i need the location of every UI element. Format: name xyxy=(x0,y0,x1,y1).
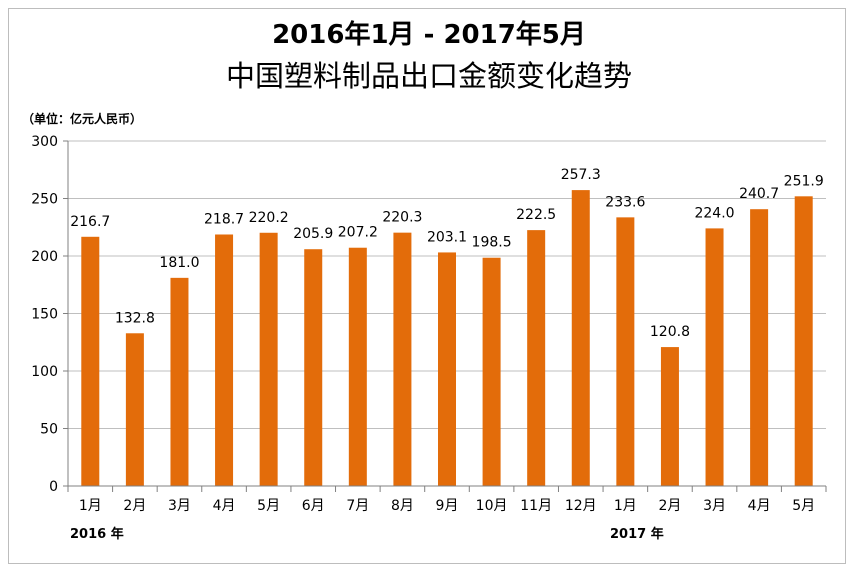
bar xyxy=(571,190,590,487)
x-tick-label: 5月 xyxy=(257,498,280,514)
bar xyxy=(794,196,813,486)
x-tick-label: 4月 xyxy=(748,498,771,514)
bar xyxy=(125,333,144,486)
axis-layer: 0 50 100 150 200 250 300 1月 2月 3月 4月 5月 6月 7月 8月 9月 10月 1… xyxy=(31,134,827,514)
x-tick-label: 7月 xyxy=(346,498,369,514)
x-tick-label: 3月 xyxy=(168,498,191,514)
bar xyxy=(304,249,323,486)
x-tick-label: 5月 xyxy=(792,498,815,514)
x-tick-label: 1月 xyxy=(79,498,102,514)
data-label: 120.8 xyxy=(650,324,690,340)
x-tick-label: 9月 xyxy=(436,498,459,514)
bar xyxy=(438,252,456,486)
data-label: 233.6 xyxy=(605,194,645,210)
x-tick-label: 2月 xyxy=(123,498,146,514)
bar xyxy=(348,247,367,486)
bar xyxy=(660,347,679,486)
y-tick-label: 200 xyxy=(31,249,58,265)
bar xyxy=(170,277,189,486)
x-tick-label: 2月 xyxy=(658,498,681,514)
bar xyxy=(215,234,234,486)
y-tick-label: 0 xyxy=(49,479,58,495)
x-tick-label: 4月 xyxy=(213,498,236,514)
bar xyxy=(705,228,724,486)
bar xyxy=(482,257,501,486)
chart-subtitle: 中国塑料制品出口金额变化趋势 xyxy=(225,59,632,93)
bar xyxy=(393,232,412,486)
data-label: 220.2 xyxy=(249,210,289,226)
data-label: 216.7 xyxy=(70,214,110,230)
bar xyxy=(750,209,769,486)
bar xyxy=(527,230,546,486)
bar-layer xyxy=(81,190,813,487)
data-label: 251.9 xyxy=(784,173,824,189)
year-label-2017: 2017 年 xyxy=(610,527,664,542)
bar xyxy=(81,236,100,486)
data-label: 222.5 xyxy=(516,207,556,223)
bar xyxy=(259,232,278,486)
y-tick-label: 100 xyxy=(31,364,58,380)
data-label: 198.5 xyxy=(472,235,512,251)
x-tick-label: 11月 xyxy=(520,498,552,514)
x-tick-label: 10月 xyxy=(476,498,508,514)
x-tick-label: 6月 xyxy=(302,498,325,514)
data-label: 205.9 xyxy=(293,226,333,242)
bar xyxy=(616,217,635,487)
data-label: 218.7 xyxy=(204,211,244,227)
data-label: 132.8 xyxy=(115,310,155,326)
data-label: 220.3 xyxy=(382,210,422,226)
unit-label: （单位：亿元人民币） xyxy=(22,112,143,126)
data-label: 240.7 xyxy=(739,186,779,202)
y-tick-label: 300 xyxy=(31,134,58,150)
data-label: 224.0 xyxy=(694,205,734,221)
data-label: 257.3 xyxy=(561,167,601,183)
y-tick-label: 150 xyxy=(31,307,58,323)
data-label: 181.0 xyxy=(159,255,199,271)
data-label: 203.1 xyxy=(427,229,467,245)
year-label-2016: 2016 年 xyxy=(70,527,124,542)
x-tick-label: 12月 xyxy=(565,498,597,514)
x-tick-label: 3月 xyxy=(703,498,726,514)
x-tick-label: 1月 xyxy=(614,498,637,514)
x-tick-label: 8月 xyxy=(391,498,414,514)
chart-title: 2016年1月 - 2017年5月 xyxy=(272,20,586,50)
y-tick-label: 250 xyxy=(31,192,58,208)
y-tick-label: 50 xyxy=(40,422,58,438)
data-label: 207.2 xyxy=(338,225,378,241)
